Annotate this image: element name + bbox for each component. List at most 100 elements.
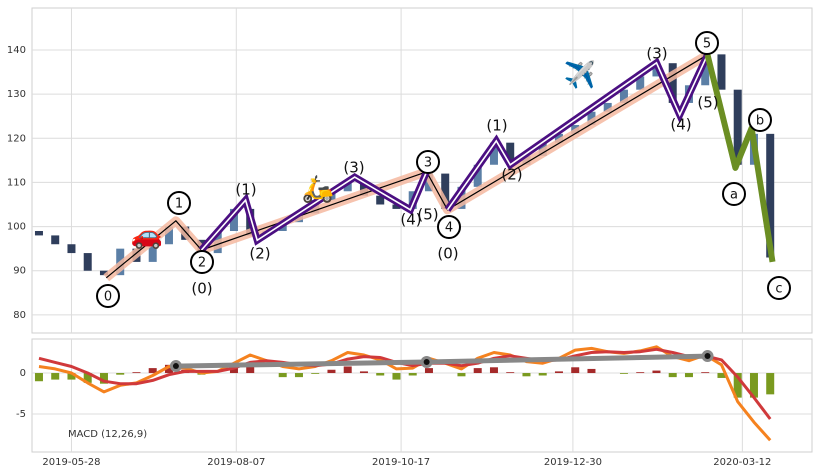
wave-label: 0 bbox=[104, 290, 112, 305]
histogram-bar bbox=[473, 368, 482, 374]
icon: 🛵 bbox=[302, 175, 334, 205]
macd-line bbox=[38, 345, 772, 442]
icon: 🚗 bbox=[131, 221, 163, 251]
wave-line bbox=[105, 54, 708, 279]
wave-circle bbox=[167, 191, 191, 215]
histogram-bar bbox=[457, 373, 466, 377]
histogram-bar bbox=[424, 368, 433, 374]
histogram-bar bbox=[99, 373, 108, 384]
histogram-bar bbox=[343, 366, 352, 374]
wave-label: 4 bbox=[445, 221, 453, 236]
candle bbox=[148, 244, 157, 262]
histogram-bar bbox=[554, 371, 563, 374]
wave-circle bbox=[437, 215, 461, 239]
wave-label: (1) bbox=[235, 181, 256, 199]
trend-point-core bbox=[172, 363, 179, 370]
wave-label: (4) bbox=[400, 211, 421, 229]
candle bbox=[733, 89, 742, 165]
histogram-bar bbox=[327, 369, 336, 374]
histogram-bar bbox=[506, 372, 515, 374]
candle bbox=[766, 133, 775, 258]
icon: ✈️ bbox=[564, 59, 596, 91]
histogram-bar bbox=[392, 373, 401, 380]
candle bbox=[587, 111, 596, 126]
wave-circle bbox=[695, 31, 719, 55]
y-tick-label: 130 bbox=[7, 89, 26, 100]
candle bbox=[489, 142, 498, 165]
histogram-bar bbox=[376, 373, 385, 376]
candle bbox=[603, 102, 612, 112]
histogram-bar bbox=[522, 373, 531, 377]
wave-label: (2) bbox=[501, 166, 522, 184]
wave-line bbox=[704, 54, 776, 263]
histogram-bar bbox=[278, 373, 287, 378]
macd-frame bbox=[31, 338, 813, 453]
candle bbox=[164, 226, 173, 245]
wave-inner bbox=[200, 171, 428, 251]
trend-point-core bbox=[423, 359, 430, 366]
candle bbox=[99, 270, 108, 276]
x-tick-label: 2019-10-17 bbox=[372, 457, 430, 468]
x-tick-label: 2019-05-28 bbox=[42, 457, 100, 468]
wave-label: (0) bbox=[437, 245, 458, 263]
candle bbox=[392, 204, 401, 209]
wave-label: b bbox=[756, 114, 764, 129]
candle bbox=[67, 244, 76, 254]
histogram-bar bbox=[34, 373, 43, 382]
histogram-bar bbox=[717, 373, 726, 378]
wave-label: (5) bbox=[417, 206, 438, 224]
histogram-bar bbox=[408, 373, 417, 376]
candle bbox=[619, 89, 628, 103]
candle bbox=[473, 164, 482, 187]
histogram-bar bbox=[164, 364, 173, 374]
candle bbox=[376, 195, 385, 205]
histogram-bar bbox=[668, 373, 677, 378]
wave-circle bbox=[190, 250, 214, 274]
candle bbox=[441, 173, 450, 209]
candle bbox=[34, 230, 43, 236]
y-tick-label: 80 bbox=[13, 310, 26, 321]
histogram-bar bbox=[538, 373, 547, 376]
y-tick-label: 100 bbox=[7, 222, 26, 233]
x-tick-label: 2020-03-12 bbox=[713, 457, 771, 468]
x-tick-label: 2019-08-07 bbox=[207, 457, 265, 468]
histogram-bar bbox=[67, 373, 76, 380]
histogram-bar bbox=[83, 373, 92, 383]
wave-label: (4) bbox=[670, 116, 691, 134]
wave-circle bbox=[96, 284, 120, 308]
candle bbox=[51, 235, 60, 245]
wave-label: c bbox=[775, 282, 782, 297]
histogram-bar bbox=[733, 373, 742, 398]
histogram-bar bbox=[116, 373, 125, 375]
y-tick-label: 0 bbox=[20, 368, 26, 379]
histogram-bar bbox=[229, 368, 238, 374]
wave-label: 5 bbox=[703, 37, 711, 52]
histogram-bar bbox=[294, 373, 303, 378]
y-tick-label: 140 bbox=[7, 45, 26, 56]
wave-label: (3) bbox=[646, 45, 667, 63]
wave-label: 3 bbox=[424, 156, 432, 171]
wave-label: (5) bbox=[697, 94, 718, 112]
wave-circle bbox=[416, 150, 440, 174]
histogram-bar bbox=[148, 368, 157, 374]
candle bbox=[83, 253, 92, 271]
candle bbox=[636, 76, 645, 90]
histogram-bar bbox=[766, 373, 775, 395]
histogram-bar bbox=[636, 372, 645, 374]
histogram-bar bbox=[684, 373, 693, 378]
macd-label: MACD (12,26,9) bbox=[68, 429, 147, 440]
histogram-bar bbox=[359, 371, 368, 374]
wave-circle bbox=[767, 276, 791, 300]
candle bbox=[506, 142, 515, 165]
histogram-bar bbox=[51, 373, 60, 380]
histogram-bar bbox=[311, 373, 320, 374]
histogram-bar bbox=[489, 367, 498, 374]
candle bbox=[701, 54, 710, 86]
candle bbox=[343, 182, 352, 192]
candle bbox=[229, 208, 238, 231]
y-tick-label: 90 bbox=[13, 266, 26, 277]
wave-label: a bbox=[730, 188, 738, 203]
x-tick-label: 2019-12-30 bbox=[544, 457, 602, 468]
histogram-bar bbox=[246, 365, 255, 374]
wave-label: (2) bbox=[249, 245, 270, 263]
